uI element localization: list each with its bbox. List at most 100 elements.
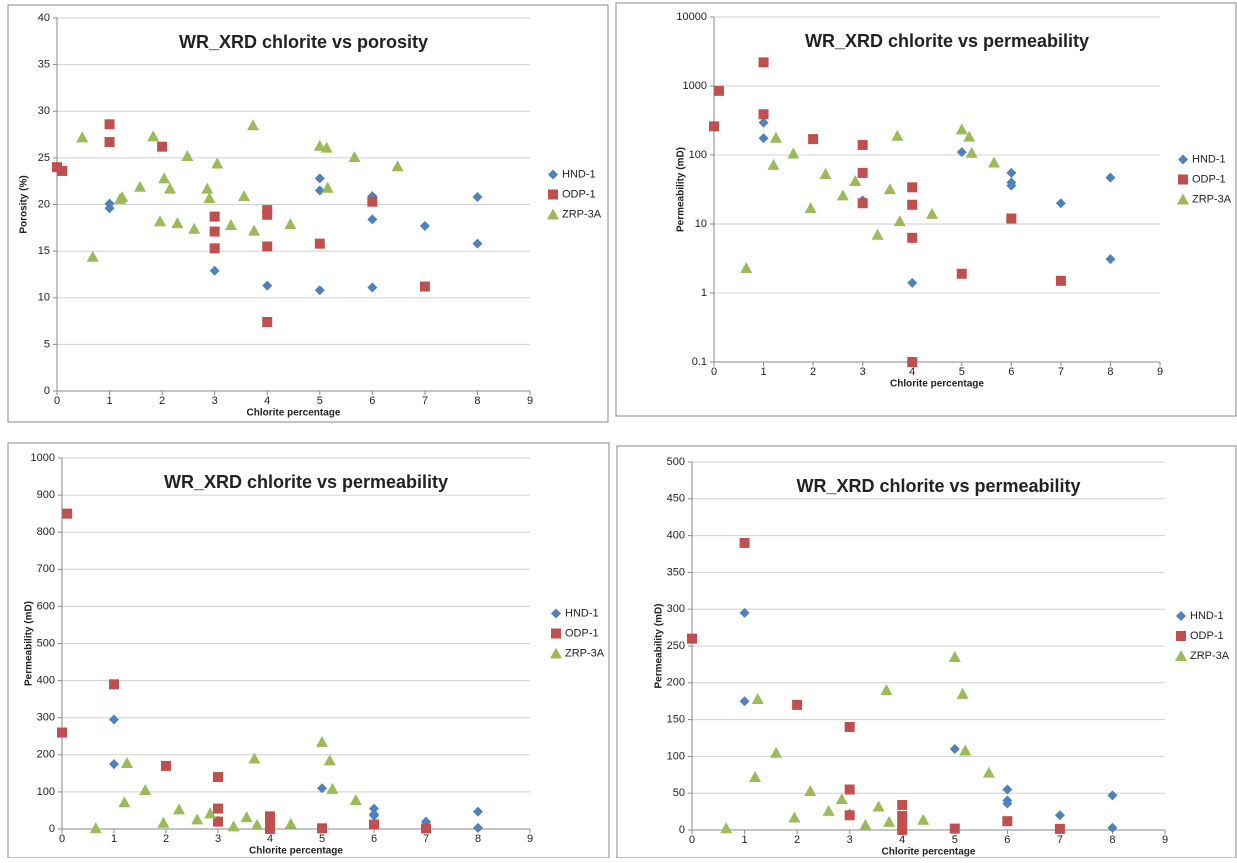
point <box>836 189 849 201</box>
point <box>1006 213 1017 224</box>
point <box>872 800 885 812</box>
point <box>792 699 803 710</box>
x-tick-label: 2 <box>159 395 165 407</box>
y-tick-label: 100 <box>689 149 707 161</box>
point <box>1107 822 1118 833</box>
y-axis-label: Porosity (%) <box>19 175 30 233</box>
point <box>171 217 184 229</box>
chart-title: WR_XRD chlorite vs porosity <box>179 32 428 52</box>
point <box>251 818 263 830</box>
point <box>157 816 170 828</box>
x-tick-label: 2 <box>794 834 800 846</box>
y-tick-label: 900 <box>37 489 55 501</box>
point <box>859 818 872 830</box>
point <box>1054 823 1065 834</box>
y-tick-label: 35 <box>38 59 50 71</box>
point <box>758 117 769 128</box>
point <box>472 192 483 203</box>
point <box>316 735 328 747</box>
y-tick-label: 40 <box>38 12 50 24</box>
point <box>758 109 769 120</box>
x-tick-label: 0 <box>711 366 717 378</box>
x-tick-label: 9 <box>1162 834 1168 846</box>
point <box>857 139 868 150</box>
point <box>739 696 750 707</box>
point <box>209 243 220 254</box>
point <box>822 804 835 816</box>
point <box>313 139 326 151</box>
point <box>154 215 167 227</box>
x-tick-label: 0 <box>689 834 695 846</box>
legend-label: ZRP-3A <box>562 208 602 220</box>
point <box>326 782 339 794</box>
point <box>209 226 220 237</box>
y-tick-label: 600 <box>37 600 55 612</box>
y-tick-label: 10000 <box>676 11 707 23</box>
x-tick-label: 4 <box>899 834 905 846</box>
point <box>857 198 868 209</box>
point <box>317 783 327 794</box>
legend-label: ODP-1 <box>1190 630 1224 642</box>
point <box>213 772 223 783</box>
legend-marker <box>548 189 558 200</box>
x-tick-label: 8 <box>1107 366 1113 378</box>
point <box>804 202 817 214</box>
point <box>391 160 404 172</box>
point <box>238 190 251 202</box>
point <box>982 766 995 778</box>
point <box>788 811 801 823</box>
point <box>955 123 968 135</box>
point <box>421 823 431 834</box>
point <box>109 714 119 725</box>
x-tick-label: 7 <box>1057 834 1063 846</box>
point <box>739 607 750 618</box>
point <box>209 211 220 222</box>
point <box>472 238 483 249</box>
point <box>880 684 893 696</box>
y-tick-label: 300 <box>37 712 55 724</box>
point <box>844 810 855 821</box>
point <box>262 316 273 327</box>
point <box>857 167 868 178</box>
point <box>687 633 697 644</box>
point <box>808 134 819 145</box>
point <box>1055 275 1066 286</box>
x-tick-label: 4 <box>909 366 915 378</box>
legend-label: HND-1 <box>1192 153 1226 165</box>
point <box>109 679 119 690</box>
point <box>314 238 325 249</box>
point <box>1105 172 1116 183</box>
x-axis-label: Chlorite percentage <box>890 379 984 390</box>
point <box>473 806 483 817</box>
point <box>121 756 133 768</box>
chart-frame <box>615 2 1237 417</box>
legend-marker <box>550 647 562 659</box>
point <box>956 268 967 279</box>
x-tick-label: 8 <box>1109 834 1115 846</box>
x-tick-label: 6 <box>1004 834 1010 846</box>
point <box>369 810 379 821</box>
point <box>917 813 930 825</box>
point <box>188 222 201 234</box>
point <box>213 803 223 814</box>
point <box>751 692 764 704</box>
point <box>109 759 119 770</box>
point <box>849 174 862 186</box>
y-tick-label: 400 <box>667 530 685 542</box>
point <box>349 794 362 806</box>
point <box>248 224 261 236</box>
point <box>134 180 147 192</box>
point <box>767 158 780 170</box>
x-tick-label: 5 <box>959 366 965 378</box>
point <box>949 823 960 834</box>
point <box>367 282 378 293</box>
point <box>104 119 115 130</box>
point <box>948 651 961 663</box>
y-tick-label: 700 <box>37 563 55 575</box>
point <box>118 796 131 808</box>
y-tick-label: 450 <box>667 493 685 505</box>
chart-frame <box>7 442 610 859</box>
x-tick-label: 2 <box>163 833 169 845</box>
point <box>104 203 115 214</box>
